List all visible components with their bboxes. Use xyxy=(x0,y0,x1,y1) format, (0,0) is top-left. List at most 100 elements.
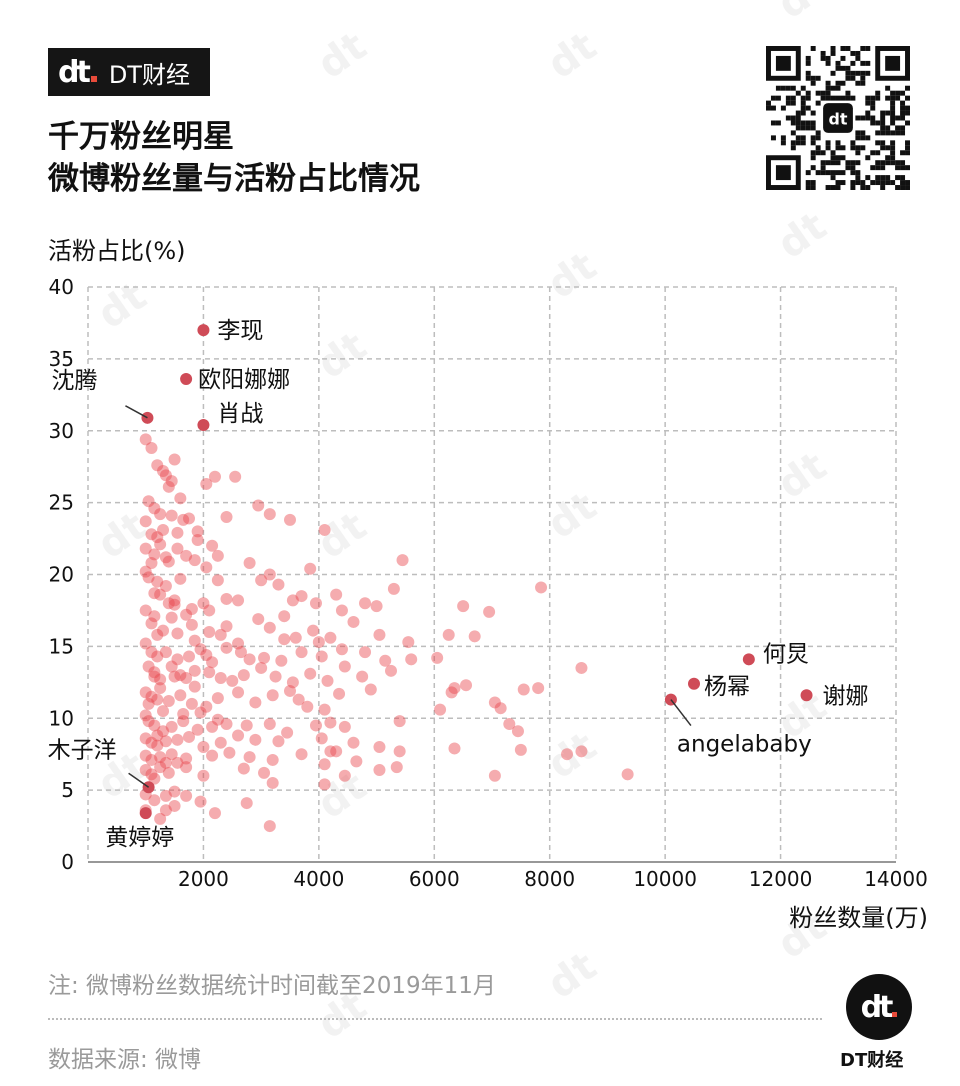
data-point xyxy=(232,594,245,607)
data-point xyxy=(154,761,167,774)
data-point xyxy=(324,716,337,729)
qr-module xyxy=(795,135,801,141)
data-point xyxy=(220,511,233,523)
qr-module xyxy=(835,185,841,190)
data-point xyxy=(165,611,178,624)
qr-module xyxy=(850,185,856,190)
qr-module xyxy=(810,140,816,146)
qr-module xyxy=(810,185,816,190)
data-point xyxy=(159,789,172,802)
qr-module xyxy=(830,85,836,91)
footnote: 注: 微博粉丝数据统计时间截至2019年11月 xyxy=(48,973,496,999)
x-tick-label: 4000 xyxy=(293,867,344,891)
data-point xyxy=(211,574,224,587)
data-point xyxy=(159,469,172,482)
point-label: 李现 xyxy=(217,318,263,344)
qr-module xyxy=(900,160,906,166)
data-point xyxy=(272,578,285,591)
qr-module xyxy=(845,95,851,101)
qr-module xyxy=(885,155,891,161)
qr-module xyxy=(810,120,816,126)
qr-module xyxy=(810,125,816,131)
qr-module xyxy=(825,90,831,96)
data-point xyxy=(503,718,516,730)
qr-module xyxy=(870,115,876,121)
dt-badge-icon: dt xyxy=(846,974,912,1040)
data-point xyxy=(168,598,181,611)
data-point xyxy=(289,631,302,644)
data-point xyxy=(266,689,279,702)
data-point xyxy=(145,736,158,749)
data-point xyxy=(168,594,181,607)
qr-module xyxy=(766,105,771,111)
qr-module xyxy=(790,130,796,136)
data-point xyxy=(200,561,213,574)
qr-module xyxy=(900,180,906,186)
data-point xyxy=(494,702,507,715)
qr-module xyxy=(895,185,901,190)
data-point xyxy=(402,636,415,649)
qr-module xyxy=(825,160,831,166)
data-point xyxy=(338,720,351,733)
data-point xyxy=(445,686,458,699)
data-point xyxy=(286,594,299,607)
x-tick-label: 6000 xyxy=(409,867,460,891)
data-point xyxy=(514,743,527,756)
qr-module xyxy=(785,115,791,121)
qr-module xyxy=(850,95,856,101)
data-point xyxy=(373,764,386,776)
watermark-mark: dt xyxy=(539,23,605,88)
data-point xyxy=(194,706,207,719)
data-point xyxy=(145,768,158,781)
title-line-2: 微博粉丝量与活粉占比情况 xyxy=(48,161,420,197)
qr-module xyxy=(810,150,816,156)
data-point xyxy=(139,764,152,776)
data-point xyxy=(177,707,190,720)
qr-module xyxy=(790,145,796,151)
qr-module xyxy=(885,180,891,186)
qr-module xyxy=(815,135,821,141)
data-point xyxy=(318,523,331,536)
data-point xyxy=(390,761,403,774)
qr-module xyxy=(805,90,811,96)
data-point xyxy=(232,729,245,742)
data-point xyxy=(211,713,224,726)
qr-module xyxy=(855,130,861,136)
point-label: 肖战 xyxy=(217,401,263,427)
data-point xyxy=(139,542,152,555)
data-point xyxy=(157,725,170,738)
data-point xyxy=(174,689,187,702)
qr-module xyxy=(835,155,841,161)
data-point xyxy=(159,756,172,769)
data-point xyxy=(206,720,219,733)
data-point xyxy=(220,641,233,654)
data-point xyxy=(154,682,167,695)
qr-module xyxy=(880,125,886,131)
data-point xyxy=(318,778,331,791)
qr-module xyxy=(865,95,871,101)
data-point xyxy=(180,608,193,621)
qr-module xyxy=(830,70,836,76)
data-point xyxy=(168,453,181,466)
data-point xyxy=(185,603,198,615)
y-tick-label: 15 xyxy=(49,634,74,658)
qr-module xyxy=(815,130,821,136)
qr-module xyxy=(850,70,856,76)
qr-module xyxy=(835,85,841,91)
data-point xyxy=(151,729,164,742)
data-point xyxy=(151,459,164,472)
data-point xyxy=(272,735,285,748)
data-point xyxy=(307,624,320,637)
data-point xyxy=(258,651,271,664)
data-point xyxy=(139,709,152,722)
data-point xyxy=(159,551,172,564)
qr-module xyxy=(900,100,906,106)
qr-module xyxy=(860,115,866,121)
qr-module xyxy=(775,85,781,91)
data-point xyxy=(511,725,524,738)
qr-module xyxy=(885,125,891,131)
data-points xyxy=(139,433,634,833)
qr-module xyxy=(890,180,896,186)
data-point xyxy=(488,696,501,709)
data-point xyxy=(159,646,172,659)
